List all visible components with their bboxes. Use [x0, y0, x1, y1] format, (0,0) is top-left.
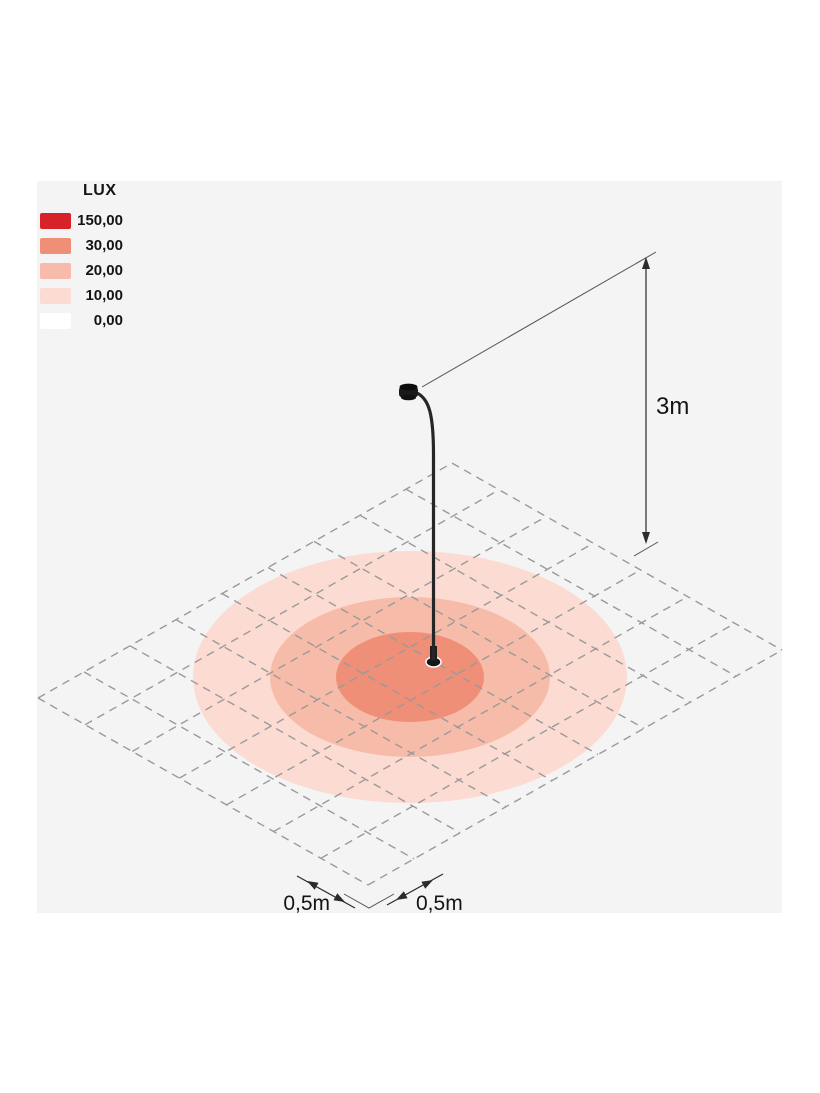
lamp-pole: [399, 383, 442, 668]
arrowhead-down-right: [333, 893, 345, 902]
arrowhead-up: [642, 257, 650, 269]
height-label: 3m: [656, 393, 689, 420]
legend-swatch-30: [40, 238, 71, 254]
cell-label-left: 0,5m: [283, 892, 330, 915]
legend-value-30: 30,00: [85, 237, 123, 254]
legend-row-150: 150,00: [40, 213, 160, 229]
arrowhead-down: [642, 532, 650, 544]
legend-swatch-150: [40, 213, 71, 229]
legend-row-20: 20,00: [40, 263, 160, 279]
legend-row-0: 0,00: [40, 313, 160, 329]
cell-dimension-right: [386, 873, 444, 906]
legend-swatch-20: [40, 263, 71, 279]
lux-zone-30: [336, 632, 484, 722]
cell-dimension-left: [296, 875, 356, 909]
cell-label-right: 0,5m: [416, 892, 463, 915]
legend-value-0: 0,00: [93, 312, 123, 329]
legend-row-10: 10,00: [40, 288, 160, 304]
legend-value-20: 20,00: [85, 262, 123, 279]
legend-swatch-0: [40, 313, 71, 329]
pole-gooseneck: [416, 391, 436, 660]
lux-legend: LUX 150,00 30,00 20,00 10,00: [40, 183, 160, 338]
arrowhead-up-right: [421, 880, 433, 889]
height-leader-line: [421, 251, 657, 388]
arrowhead-up-left: [307, 881, 319, 890]
legend-title: LUX: [83, 182, 117, 199]
height-dimension: [633, 257, 659, 557]
ground-tick: [633, 541, 659, 557]
legend-value-150: 150,00: [77, 212, 123, 229]
arrowhead-down-left: [396, 891, 408, 900]
grid-corner-extension-lines: [343, 893, 395, 909]
lamp-head: [399, 383, 418, 401]
legend-row-30: 30,00: [40, 238, 160, 254]
legend-swatch-10: [40, 288, 71, 304]
legend-value-10: 10,00: [85, 287, 123, 304]
